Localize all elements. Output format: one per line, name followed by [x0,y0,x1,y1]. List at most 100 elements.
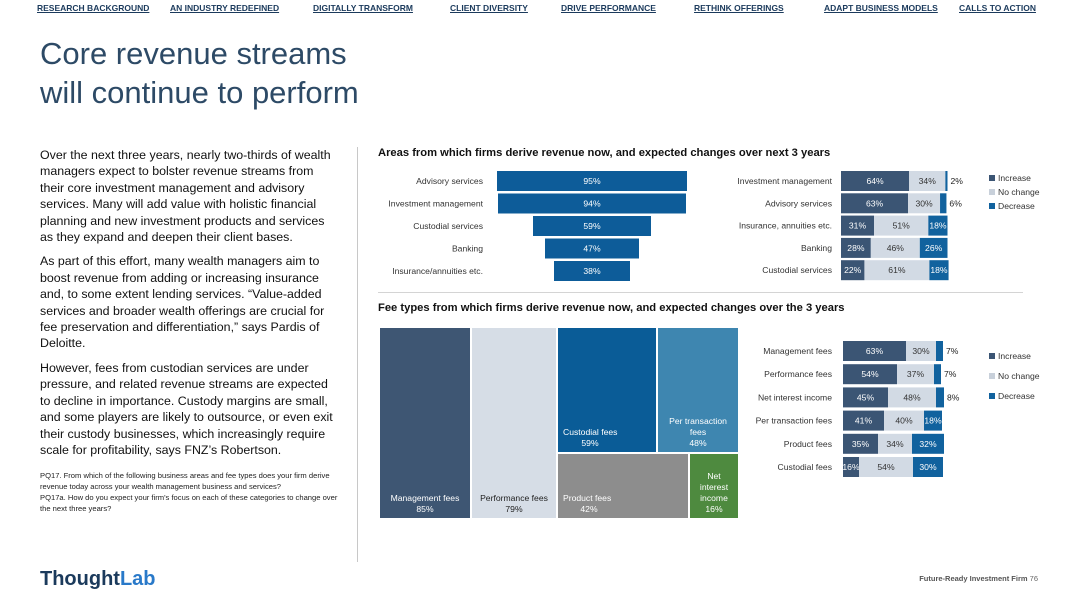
funnel-value-investment-management: 94% [583,199,601,209]
treemap-label-per-transaction-fees-2: fees [690,427,706,437]
funnel-bar-investment-management [498,193,686,214]
fees-category-performance-fees: Performance fees [764,369,832,379]
fees-legend-increase: Increase [998,351,1031,361]
fees-bar-increase-per-transaction-fees [843,410,884,431]
logo-part-thought: Thought [40,568,120,590]
nav-adapt-business-models[interactable]: ADAPT BUSINESS MODELS [824,3,938,13]
fees-value-increase-product-fees: 35% [852,439,870,449]
treemap-tile-net-interest-income [690,454,738,518]
areas-bar-increase-advisory-services [841,193,909,214]
fees-bar-decrease-custodial-fees [913,457,943,477]
areas-legend-swatch-decrease [989,203,995,209]
fees-legend-no-change: No change [998,371,1040,381]
areas-value-decrease-banking: 26% [925,243,943,253]
treemap-tile-management-fees [380,328,470,518]
fees-bar-increase-net-interest-income [843,387,888,408]
fees-bar-no-change-product-fees [878,433,912,454]
areas-value-increase-banking: 28% [847,243,865,253]
fees-category-net-interest-income: Net interest income [758,392,832,402]
funnel-category-banking: Banking [452,244,483,254]
column-divider [357,147,358,562]
treemap-tile-performance-fees [472,328,556,518]
areas-value-decrease-advisory-services: 6% [949,198,962,208]
chart-title-areas: Areas from which firms derive revenue no… [378,147,831,159]
areas-bar-increase-banking [841,237,871,258]
footnote-q2: PQ17a. How do you expect your firm's foc… [40,493,338,513]
nav-research-background[interactable]: RESEARCH BACKGROUND [37,3,150,13]
areas-bar-decrease-custodial-services [929,260,949,281]
fees-value-decrease-performance-fees: 7% [944,369,957,379]
funnel-bar-banking [545,238,639,259]
areas-bar-increase-investment-management [841,171,910,191]
fees-bar-no-change-management-fees [906,341,936,361]
fees-value-no-change-per-transaction-fees: 40% [895,416,913,426]
areas-legend-no-change: No change [998,187,1040,197]
nav-digitally-transform[interactable]: DIGITALLY TRANSFORM [313,3,413,13]
page-title-line2: will continue to perform [40,75,359,110]
treemap-tile-product-fees [558,454,688,518]
fees-value-decrease-management-fees: 7% [946,346,959,356]
page-footer: Future-Ready Investment Firm 76 [919,574,1038,583]
areas-value-increase-advisory-services: 63% [866,198,884,208]
treemap-value-management-fees: 85% [416,504,434,514]
fees-legend-decrease: Decrease [998,391,1035,401]
areas-value-no-change-insurance-annuities-etc: 51% [893,221,911,231]
funnel-value-insurance-annuities-etc: 38% [583,266,601,276]
treemap-label-product-fees: Product fees [563,493,611,503]
fees-value-decrease-per-transaction-fees: 18% [924,416,942,426]
areas-bar-no-change-advisory-services [908,193,941,214]
areas-category-banking: Banking [801,243,832,253]
fees-value-no-change-net-interest-income: 48% [903,392,921,402]
body-paragraph-2: As part of this effort, many wealth mana… [40,254,325,351]
treemap-label-net-interest-income-3: income [700,493,728,503]
areas-value-no-change-advisory-services: 30% [915,198,933,208]
areas-category-investment-management: Investment management [737,176,832,186]
top-nav: RESEARCH BACKGROUND AN INDUSTRY REDEFINE… [0,3,1080,17]
treemap-value-performance-fees: 79% [505,504,523,514]
thoughtlab-logo: ThoughtLab [40,568,156,591]
nav-rethink-offerings[interactable]: RETHINK OFFERINGS [694,3,784,13]
areas-bar-decrease-insurance-annuities-etc [928,215,948,236]
fees-legend-swatch-decrease [989,393,995,399]
areas-bar-no-change-banking [870,237,920,258]
fees-value-increase-performance-fees: 54% [861,369,879,379]
areas-value-decrease-investment-management: 2% [951,176,964,186]
footer-label: Future-Ready Investment Firm [919,574,1028,583]
page-title-line1: Core revenue streams [40,36,347,71]
areas-bar-no-change-insurance-annuities-etc [874,215,929,236]
fees-category-management-fees: Management fees [763,346,832,356]
nav-client-diversity[interactable]: CLIENT DIVERSITY [450,3,528,13]
funnel-category-investment-management: Investment management [388,199,483,209]
areas-category-custodial-services: Custodial services [762,265,832,275]
areas-bar-decrease-banking [919,237,948,258]
fees-value-increase-custodial-fees: 16% [842,462,860,472]
areas-legend-swatch-increase [989,175,995,181]
treemap-value-net-interest-income: 16% [705,504,723,514]
fees-bar-increase-performance-fees [843,364,897,385]
fees-category-product-fees: Product fees [784,439,832,449]
nav-an-industry-redefined[interactable]: AN INDUSTRY REDEFINED [170,3,280,13]
nav-drive-performance[interactable]: DRIVE PERFORMANCE [561,3,656,13]
body-paragraph-3: However, fees from custodian services ar… [40,360,333,457]
chart-title-fees: Fee types from which firms derive revenu… [378,302,845,314]
funnel-value-banking: 47% [583,244,601,254]
footnote-q1: PQ17. From which of the following busine… [40,471,330,491]
areas-bar-no-change-investment-management [909,171,946,191]
footnote: PQ17. From which of the following busine… [40,470,340,514]
areas-bar-decrease-advisory-services [940,193,947,214]
logo-part-lab: Lab [119,568,156,590]
fees-bar-no-change-net-interest-income [888,387,936,408]
fees-value-no-change-custodial-fees: 54% [877,462,895,472]
areas-bar-no-change-custodial-services [864,260,930,281]
fees-bar-no-change-per-transaction-fees [884,410,924,431]
areas-category-insurance-annuities-etc: Insurance, annuities etc. [739,221,832,231]
fees-category-per-transaction-fees: Per transaction fees [756,416,832,426]
nav-calls-to-action[interactable]: CALLS TO ACTION [959,3,1036,13]
areas-value-increase-investment-management: 64% [866,176,884,186]
chart-divider [378,292,1023,293]
fees-legend-swatch-no-change [989,373,995,379]
treemap-label-performance-fees: Performance fees [480,493,548,503]
treemap-tile-per-transaction-fees [658,328,738,452]
fees-value-no-change-product-fees: 34% [886,439,904,449]
fees-bar-increase-product-fees [843,433,878,454]
